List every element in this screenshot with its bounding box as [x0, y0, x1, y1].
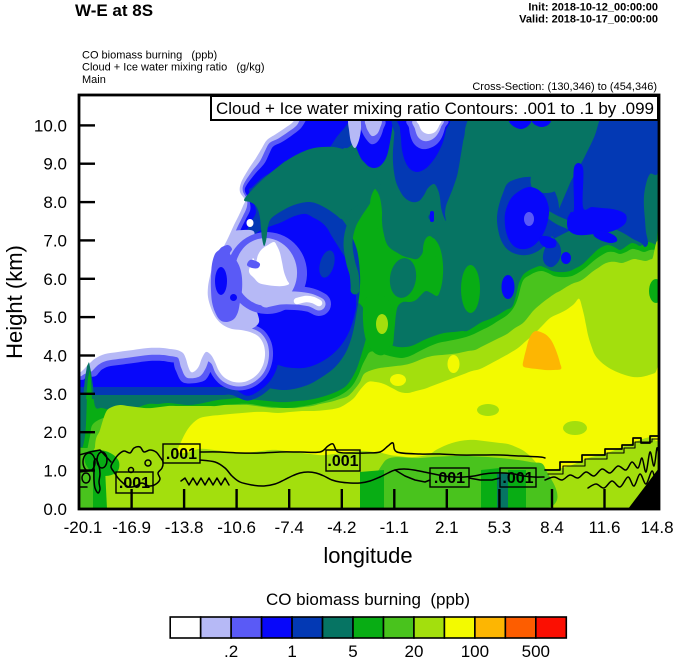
- svg-text:20: 20: [405, 642, 424, 661]
- svg-text:-7.4: -7.4: [275, 518, 304, 537]
- svg-text:Init: 2018-10-12_00:00:00: Init: 2018-10-12_00:00:00: [528, 2, 658, 14]
- svg-text:.2: .2: [224, 642, 238, 661]
- svg-text:-4.2: -4.2: [327, 518, 356, 537]
- svg-text:10.0: 10.0: [34, 116, 67, 135]
- svg-text:-20.1: -20.1: [64, 518, 103, 537]
- svg-text:6.0: 6.0: [43, 270, 67, 289]
- svg-text:Cloud + Ice water mixing ratio: Cloud + Ice water mixing ratio (g/kg): [82, 62, 265, 74]
- svg-text:.001: .001: [166, 446, 197, 463]
- svg-text:8.4: 8.4: [540, 518, 564, 537]
- svg-text:2.0: 2.0: [43, 423, 67, 442]
- svg-text:Cross-Section: (130,346) to (4: Cross-Section: (130,346) to (454,346): [472, 81, 657, 93]
- svg-text:-1.1: -1.1: [380, 518, 409, 537]
- svg-text:100: 100: [461, 642, 489, 661]
- svg-text:500: 500: [522, 642, 550, 661]
- svg-text:5.0: 5.0: [43, 308, 67, 327]
- svg-text:-10.6: -10.6: [217, 518, 256, 537]
- svg-text:longitude: longitude: [323, 543, 412, 568]
- svg-text:Main: Main: [82, 74, 106, 86]
- svg-text:Cloud + Ice water mixing ratio: Cloud + Ice water mixing ratio Contours:…: [216, 100, 654, 118]
- svg-text:.001: .001: [502, 470, 533, 487]
- svg-text:W-E at 8S: W-E at 8S: [75, 1, 153, 20]
- svg-text:-16.9: -16.9: [112, 518, 151, 537]
- svg-text:3.0: 3.0: [43, 385, 67, 404]
- svg-text:8.0: 8.0: [43, 193, 67, 212]
- svg-text:Height (km): Height (km): [2, 245, 27, 359]
- svg-text:11.6: 11.6: [589, 518, 621, 537]
- svg-text:-13.8: -13.8: [165, 518, 204, 537]
- svg-text:1.0: 1.0: [43, 462, 67, 481]
- svg-text:4.0: 4.0: [43, 347, 67, 366]
- svg-text:.001: .001: [119, 475, 150, 492]
- svg-text:9.0: 9.0: [43, 155, 67, 174]
- svg-text:.001: .001: [434, 470, 465, 487]
- svg-text:2.1: 2.1: [435, 518, 459, 537]
- svg-text:1: 1: [287, 642, 296, 661]
- svg-text:5.3: 5.3: [488, 518, 512, 537]
- svg-text:5: 5: [348, 642, 357, 661]
- svg-text:7.0: 7.0: [43, 231, 67, 250]
- svg-text:Valid: 2018-10-17_00:00:00: Valid: 2018-10-17_00:00:00: [519, 14, 658, 26]
- svg-text:.001: .001: [327, 453, 358, 470]
- svg-text:CO biomass burning (ppb): CO biomass burning (ppb): [266, 590, 470, 609]
- svg-text:14.8: 14.8: [640, 518, 673, 537]
- svg-text:CO biomass burning (ppb): CO biomass burning (ppb): [82, 50, 217, 62]
- svg-text:0.0: 0.0: [43, 500, 67, 519]
